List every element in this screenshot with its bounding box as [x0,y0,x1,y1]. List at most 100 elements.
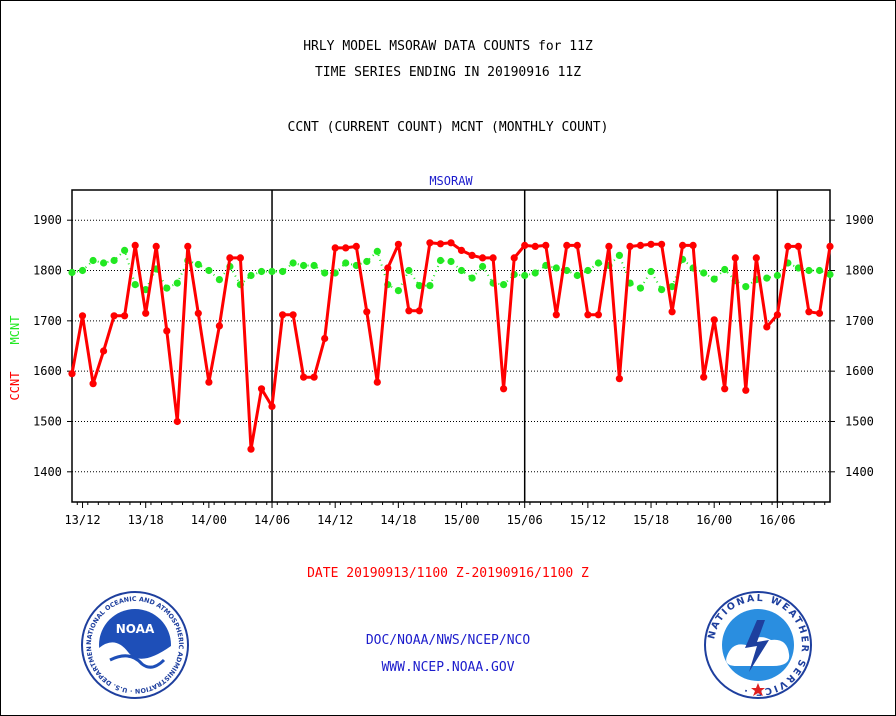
data-point-mcnt [405,266,413,275]
data-point-ccnt [142,309,150,317]
data-point-mcnt [373,247,381,255]
data-point-ccnt [163,327,171,335]
org-link[interactable]: DOC/NOAA/NWS/NCEP/NCO [365,633,531,648]
data-point-ccnt [78,312,87,320]
noaa-logo-icon: NATIONAL OCEANIC AND ATMOSPHERIC ADMINIS… [80,590,189,699]
data-point-mcnt [426,282,434,290]
plot-title: MSORAW [429,174,473,188]
y-axis-label-mcnt: MCNT [8,316,22,345]
data-point-ccnt [489,254,497,262]
data-point-mcnt [194,260,202,269]
x-tick-label: 15/06 [507,513,543,527]
data-point-mcnt [763,274,771,282]
data-point-ccnt [173,417,181,426]
data-point-ccnt [415,307,423,315]
y-tick-label-left: 1600 [33,364,62,378]
x-tick-label: 15/00 [443,513,479,527]
data-point-ccnt [215,322,223,330]
data-point-ccnt [110,312,118,320]
series-layer [68,239,834,453]
data-point-mcnt [468,274,476,282]
data-point-mcnt [594,259,603,267]
data-point-mcnt [142,286,150,294]
data-point-ccnt [352,242,360,250]
x-tick-label: 13/12 [64,513,100,527]
data-point-ccnt [626,242,634,250]
data-point-mcnt [342,259,350,267]
data-point-mcnt [163,284,171,292]
data-point-ccnt [721,385,729,393]
data-point-mcnt [279,267,287,276]
data-point-mcnt [815,266,824,275]
data-point-ccnt [363,308,371,316]
nws-logo-icon: NATIONAL WEATHER SERVICE · [704,591,812,699]
data-point-ccnt [552,311,560,319]
data-point-ccnt [710,316,718,324]
x-tick-label: 15/12 [570,513,606,527]
data-point-mcnt [300,261,308,270]
data-point-ccnt [310,373,318,381]
y-tick-label-left: 1400 [33,465,62,479]
data-point-mcnt [215,276,223,284]
data-point-ccnt [89,380,97,388]
data-point-mcnt [247,271,255,280]
data-point-ccnt [457,246,466,254]
y-tick-label-left: 1800 [33,264,62,278]
data-point-ccnt [742,386,750,394]
data-point-mcnt [289,259,297,267]
data-point-ccnt [247,445,255,453]
data-point-mcnt [479,262,487,271]
data-point-ccnt [394,240,402,248]
data-point-ccnt [300,373,308,381]
data-point-ccnt [194,309,202,317]
chart-title-line-1: HRLY MODEL MSORAW DATA COUNTS for 11Z [303,39,593,54]
data-point-ccnt [68,370,76,378]
y-tick-label-right: 1900 [845,213,874,227]
data-point-ccnt [752,254,760,262]
x-tick-label: 15/18 [633,513,669,527]
data-point-mcnt [700,269,708,277]
data-point-ccnt [584,311,592,319]
data-point-ccnt [700,373,708,381]
data-point-ccnt [447,239,455,247]
data-point-mcnt [805,266,813,275]
data-point-mcnt [668,283,676,291]
data-point-ccnt [594,311,603,319]
data-point-mcnt [500,281,508,289]
x-tick-label: 14/00 [191,513,227,527]
data-point-ccnt [268,402,276,410]
data-point-ccnt [531,242,539,250]
y-tick-label-left: 1900 [33,213,62,227]
y-tick-label-right: 1500 [845,414,874,428]
data-point-ccnt [479,254,487,262]
data-point-mcnt [552,264,560,272]
url-link[interactable]: WWW.NCEP.NOAA.GOV [381,660,515,675]
data-point-ccnt [563,241,571,249]
axes-layer: 1400 1400 1500 1500 1600 1600 1700 1700 1800 1800… [33,189,874,527]
data-point-mcnt [563,266,571,275]
data-point-ccnt [257,385,266,393]
data-point-mcnt [647,267,655,276]
data-point-mcnt [773,271,782,280]
data-point-mcnt [68,268,76,277]
data-point-mcnt [363,257,371,266]
data-point-mcnt [658,286,666,294]
data-point-mcnt [531,269,539,277]
data-point-ccnt [826,242,834,250]
data-point-ccnt [331,244,339,252]
data-point-ccnt [658,240,666,248]
data-point-ccnt [668,308,676,316]
data-point-mcnt [78,266,87,275]
data-point-mcnt [447,257,455,266]
x-tick-label: 14/12 [317,513,353,527]
data-point-ccnt [763,323,771,331]
y-tick-label-left: 1700 [33,314,62,328]
data-point-mcnt [321,269,329,277]
y-tick-label-left: 1500 [33,414,62,428]
data-point-ccnt [815,309,824,317]
data-point-mcnt [436,256,445,265]
data-point-ccnt [773,311,782,319]
data-point-ccnt [510,254,518,262]
data-point-mcnt [521,271,529,280]
